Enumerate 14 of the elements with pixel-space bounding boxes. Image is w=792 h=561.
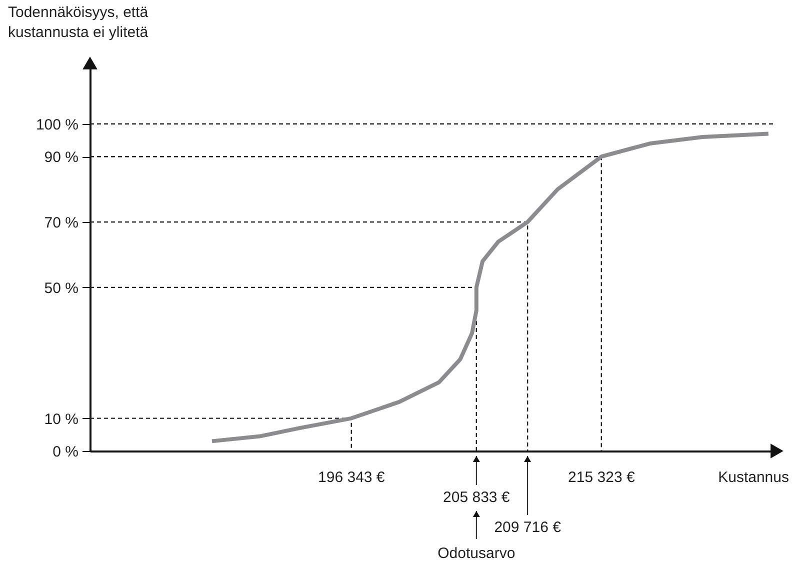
line-series xyxy=(210,132,770,444)
x-tick-label: 215 323 € xyxy=(568,469,636,486)
y-tick-label: 70 % xyxy=(44,214,78,232)
y-axis-title: Todennäköisyys, että kustannusta ei ylitetä xyxy=(8,4,149,41)
y-tick-label: 100 % xyxy=(36,116,78,134)
y-tick-label: 90 % xyxy=(44,149,78,166)
x-axis-title: Kustannus xyxy=(718,469,789,486)
y-tick-label: 50 % xyxy=(44,280,78,297)
y-tick-label: 0 % xyxy=(52,444,78,460)
annotation: 205 833 € xyxy=(443,489,510,506)
x-tick-label: 196 343 € xyxy=(318,469,386,486)
annotation: 209 716 € xyxy=(494,519,562,536)
y-tick-label: 10 % xyxy=(44,410,78,428)
text: Odotusarvo xyxy=(438,545,516,561)
